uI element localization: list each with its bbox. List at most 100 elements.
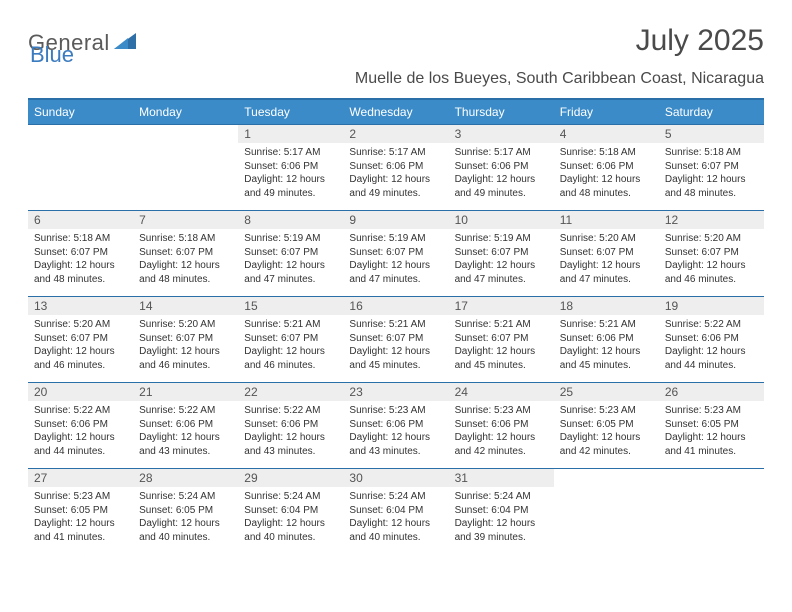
day-d2: and 49 minutes. [349,187,442,201]
day-ss: Sunset: 6:05 PM [34,504,127,518]
day-d1: Daylight: 12 hours [455,345,548,359]
day-number: 11 [554,211,659,229]
day-d2: and 46 minutes. [244,359,337,373]
day-d1: Daylight: 12 hours [560,173,653,187]
day-sr: Sunrise: 5:17 AM [349,146,442,160]
day-number: 20 [28,383,133,401]
day-d2: and 42 minutes. [455,445,548,459]
calendar-page: General July 2025 Blue Muelle de los Bue… [0,0,792,555]
day-d1: Daylight: 12 hours [455,431,548,445]
calendar-cell: 17Sunrise: 5:21 AMSunset: 6:07 PMDayligh… [449,297,554,383]
calendar-cell: 25Sunrise: 5:23 AMSunset: 6:05 PMDayligh… [554,383,659,469]
day-number: 30 [343,469,448,487]
day-ss: Sunset: 6:06 PM [455,418,548,432]
day-d1: Daylight: 12 hours [665,431,758,445]
weekday-saturday: Saturday [659,99,764,125]
day-d2: and 47 minutes. [349,273,442,287]
weekday-thursday: Thursday [449,99,554,125]
day-detail: Sunrise: 5:23 AMSunset: 6:05 PMDaylight:… [28,487,133,548]
calendar-cell [554,469,659,555]
day-d2: and 44 minutes. [34,445,127,459]
day-detail: Sunrise: 5:17 AMSunset: 6:06 PMDaylight:… [238,143,343,204]
day-detail: Sunrise: 5:23 AMSunset: 6:06 PMDaylight:… [343,401,448,462]
day-sr: Sunrise: 5:21 AM [349,318,442,332]
calendar-cell [28,125,133,211]
day-d2: and 48 minutes. [560,187,653,201]
day-d1: Daylight: 12 hours [34,517,127,531]
day-number: 21 [133,383,238,401]
calendar-table: Sunday Monday Tuesday Wednesday Thursday… [28,98,764,555]
calendar-row: 27Sunrise: 5:23 AMSunset: 6:05 PMDayligh… [28,469,764,555]
calendar-cell: 31Sunrise: 5:24 AMSunset: 6:04 PMDayligh… [449,469,554,555]
day-d1: Daylight: 12 hours [34,431,127,445]
day-ss: Sunset: 6:05 PM [560,418,653,432]
day-number: 5 [659,125,764,143]
day-sr: Sunrise: 5:21 AM [455,318,548,332]
day-d1: Daylight: 12 hours [244,517,337,531]
calendar-cell: 29Sunrise: 5:24 AMSunset: 6:04 PMDayligh… [238,469,343,555]
day-detail: Sunrise: 5:18 AMSunset: 6:07 PMDaylight:… [28,229,133,290]
day-sr: Sunrise: 5:22 AM [244,404,337,418]
day-d1: Daylight: 12 hours [139,431,232,445]
day-detail: Sunrise: 5:17 AMSunset: 6:06 PMDaylight:… [449,143,554,204]
day-number: 23 [343,383,448,401]
day-ss: Sunset: 6:06 PM [349,160,442,174]
day-detail: Sunrise: 5:20 AMSunset: 6:07 PMDaylight:… [133,315,238,376]
day-ss: Sunset: 6:07 PM [139,332,232,346]
day-d1: Daylight: 12 hours [665,345,758,359]
page-title: July 2025 [636,24,764,58]
day-d2: and 46 minutes. [139,359,232,373]
calendar-cell: 14Sunrise: 5:20 AMSunset: 6:07 PMDayligh… [133,297,238,383]
day-detail: Sunrise: 5:18 AMSunset: 6:07 PMDaylight:… [659,143,764,204]
day-d1: Daylight: 12 hours [665,173,758,187]
day-detail: Sunrise: 5:19 AMSunset: 6:07 PMDaylight:… [343,229,448,290]
day-number: 19 [659,297,764,315]
day-number: 25 [554,383,659,401]
day-d2: and 49 minutes. [455,187,548,201]
day-d2: and 45 minutes. [560,359,653,373]
calendar-cell: 7Sunrise: 5:18 AMSunset: 6:07 PMDaylight… [133,211,238,297]
calendar-cell: 8Sunrise: 5:19 AMSunset: 6:07 PMDaylight… [238,211,343,297]
day-d2: and 43 minutes. [349,445,442,459]
calendar-cell [133,125,238,211]
day-sr: Sunrise: 5:23 AM [665,404,758,418]
day-sr: Sunrise: 5:19 AM [244,232,337,246]
day-ss: Sunset: 6:06 PM [560,332,653,346]
day-sr: Sunrise: 5:19 AM [349,232,442,246]
day-detail: Sunrise: 5:23 AMSunset: 6:06 PMDaylight:… [449,401,554,462]
calendar-cell: 27Sunrise: 5:23 AMSunset: 6:05 PMDayligh… [28,469,133,555]
day-number: 2 [343,125,448,143]
day-d1: Daylight: 12 hours [455,173,548,187]
day-ss: Sunset: 6:06 PM [244,160,337,174]
day-number: 4 [554,125,659,143]
day-number: 22 [238,383,343,401]
day-detail: Sunrise: 5:23 AMSunset: 6:05 PMDaylight:… [554,401,659,462]
weekday-friday: Friday [554,99,659,125]
day-sr: Sunrise: 5:22 AM [34,404,127,418]
day-number: 17 [449,297,554,315]
day-number: 8 [238,211,343,229]
calendar-cell: 13Sunrise: 5:20 AMSunset: 6:07 PMDayligh… [28,297,133,383]
calendar-cell: 21Sunrise: 5:22 AMSunset: 6:06 PMDayligh… [133,383,238,469]
day-sr: Sunrise: 5:24 AM [349,490,442,504]
day-sr: Sunrise: 5:20 AM [139,318,232,332]
day-sr: Sunrise: 5:19 AM [455,232,548,246]
day-d1: Daylight: 12 hours [349,345,442,359]
day-d1: Daylight: 12 hours [244,431,337,445]
day-ss: Sunset: 6:06 PM [34,418,127,432]
day-sr: Sunrise: 5:24 AM [244,490,337,504]
day-ss: Sunset: 6:07 PM [665,160,758,174]
day-ss: Sunset: 6:07 PM [560,246,653,260]
day-d2: and 42 minutes. [560,445,653,459]
day-number: 31 [449,469,554,487]
day-d1: Daylight: 12 hours [34,345,127,359]
day-detail: Sunrise: 5:22 AMSunset: 6:06 PMDaylight:… [238,401,343,462]
day-d2: and 41 minutes. [665,445,758,459]
calendar-cell: 2Sunrise: 5:17 AMSunset: 6:06 PMDaylight… [343,125,448,211]
day-number: 15 [238,297,343,315]
day-sr: Sunrise: 5:24 AM [455,490,548,504]
day-d1: Daylight: 12 hours [665,259,758,273]
day-detail: Sunrise: 5:24 AMSunset: 6:04 PMDaylight:… [238,487,343,548]
day-detail: Sunrise: 5:18 AMSunset: 6:06 PMDaylight:… [554,143,659,204]
day-sr: Sunrise: 5:18 AM [665,146,758,160]
